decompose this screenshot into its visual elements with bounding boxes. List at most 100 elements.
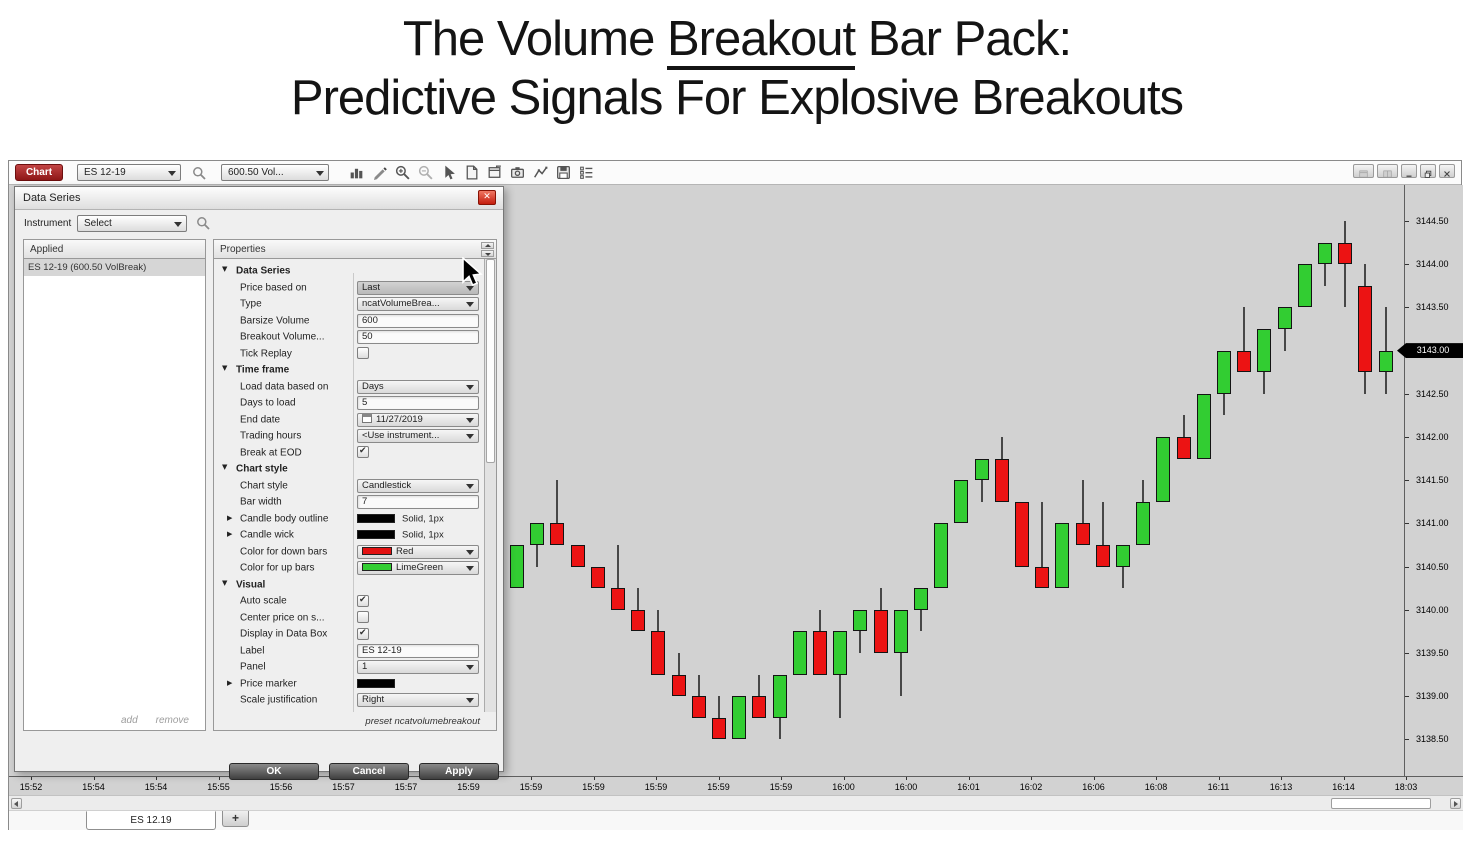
applied-series-item[interactable]: ES 12-19 (600.50 VolBreak): [24, 259, 205, 276]
minimize-icon[interactable]: [1401, 164, 1417, 178]
property-input[interactable]: ES 12-19: [357, 643, 479, 658]
property-dropdown[interactable]: 11/27/2019: [357, 412, 479, 427]
property-dropdown[interactable]: <Use instrument...: [357, 429, 479, 443]
property-dropdown[interactable]: Right: [357, 693, 479, 707]
restore-icon[interactable]: [1420, 164, 1436, 178]
scrollbar-thumb[interactable]: [486, 259, 495, 463]
property-row[interactable]: Breakout Volume... 50: [214, 329, 484, 346]
property-checkbox[interactable]: [357, 611, 369, 623]
snapshot-icon[interactable]: [509, 164, 526, 181]
expand-triangle-icon[interactable]: ▶: [227, 530, 233, 538]
price-axis[interactable]: 3144.50 3144.00 3143.50 3143.00 3142.50 3142.…: [1397, 185, 1463, 776]
scroll-right-arrow-icon[interactable]: [1450, 798, 1461, 809]
search-icon[interactable]: [195, 215, 211, 231]
property-row[interactable]: Trading hours <Use instrument...: [214, 428, 484, 445]
property-row[interactable]: Days to load 5: [214, 395, 484, 412]
close-icon[interactable]: [1439, 164, 1455, 178]
indicator-icon[interactable]: [532, 164, 549, 181]
save-icon[interactable]: [555, 164, 572, 181]
property-row[interactable]: Center price on s...: [214, 610, 484, 627]
time-axis[interactable]: 15:52 15:54 15:54 15:55 15:56 15:57 15:57 15:59…: [9, 776, 1463, 795]
cursor-icon[interactable]: [440, 164, 457, 181]
property-dropdown[interactable]: LimeGreen: [357, 561, 479, 575]
instrument-combo[interactable]: ES 12-19: [77, 164, 181, 181]
collapse-triangle-icon[interactable]: ▼: [222, 364, 228, 372]
layout2-icon[interactable]: [1377, 164, 1398, 178]
dialog-instrument-combo[interactable]: Select: [77, 215, 187, 232]
property-dropdown[interactable]: 1: [357, 660, 479, 674]
property-input[interactable]: 50: [357, 330, 479, 344]
cancel-button[interactable]: Cancel: [329, 763, 409, 780]
property-row[interactable]: Color for down bars Red: [214, 544, 484, 561]
candle-wick: [536, 523, 539, 567]
add-link[interactable]: add: [120, 715, 138, 726]
property-row[interactable]: Display in Data Box: [214, 626, 484, 643]
chart-menu-button[interactable]: Chart: [15, 164, 63, 181]
property-row[interactable]: ▶ Candle wick Solid, 1px: [214, 527, 484, 544]
zoom-out-icon[interactable]: [417, 164, 434, 181]
property-group[interactable]: ▼ Chart style: [214, 461, 484, 478]
property-row[interactable]: Price based on Last: [214, 280, 484, 297]
property-row[interactable]: Load data based on Days: [214, 379, 484, 396]
scroll-left-arrow-icon[interactable]: [11, 798, 22, 809]
property-row[interactable]: Tick Replay: [214, 346, 484, 363]
report-icon[interactable]: [463, 164, 480, 181]
color-swatch[interactable]: [357, 513, 395, 523]
list-icon[interactable]: [578, 164, 595, 181]
property-row[interactable]: Chart style Candlestick: [214, 478, 484, 495]
property-row[interactable]: Type ncatVolumeBrea...: [214, 296, 484, 313]
property-label: Chart style: [240, 480, 288, 492]
color-swatch[interactable]: [357, 530, 395, 539]
property-checkbox[interactable]: [357, 446, 369, 458]
collapse-triangle-icon[interactable]: ▼: [222, 463, 228, 471]
property-row[interactable]: Break at EOD: [214, 445, 484, 462]
property-checkbox[interactable]: [357, 347, 369, 359]
property-row[interactable]: ▶ Price marker: [214, 676, 484, 693]
property-row[interactable]: End date 11/27/2019: [214, 412, 484, 429]
expand-triangle-icon[interactable]: ▶: [227, 678, 233, 687]
property-input[interactable]: 600: [357, 313, 479, 328]
property-row[interactable]: Bar width 7: [214, 494, 484, 511]
scroll-down-icon[interactable]: [481, 250, 494, 257]
property-checkbox[interactable]: [357, 594, 369, 607]
horizontal-scrollbar[interactable]: [9, 795, 1463, 810]
zoom-in-icon[interactable]: [394, 164, 411, 181]
property-dropdown[interactable]: Red: [357, 544, 479, 559]
remove-link[interactable]: remove: [155, 715, 189, 726]
property-row[interactable]: Label ES 12-19: [214, 643, 484, 660]
search-icon[interactable]: [191, 165, 207, 181]
property-row[interactable]: Auto scale: [214, 593, 484, 610]
property-row[interactable]: Color for up bars LimeGreen: [214, 560, 484, 577]
property-group[interactable]: ▼ Time frame: [214, 362, 484, 379]
expand-triangle-icon[interactable]: ▶: [227, 513, 233, 522]
close-icon[interactable]: ✕: [478, 190, 496, 205]
interval-combo[interactable]: 600.50 Vol...: [221, 164, 329, 181]
data-box-icon[interactable]: [486, 164, 503, 181]
add-tab-button[interactable]: +: [222, 811, 249, 827]
property-row[interactable]: Panel 1: [214, 659, 484, 676]
draw-icon[interactable]: [371, 164, 388, 181]
apply-button[interactable]: Apply: [419, 763, 499, 780]
property-group[interactable]: ▼ Data Series: [214, 263, 484, 280]
property-dropdown[interactable]: Candlestick: [357, 478, 479, 493]
collapse-triangle-icon[interactable]: ▼: [222, 578, 228, 587]
scrollbar-thumb[interactable]: [1331, 798, 1431, 809]
property-checkbox[interactable]: [357, 627, 369, 640]
collapse-triangle-icon[interactable]: ▼: [222, 265, 228, 273]
property-input[interactable]: 5: [357, 396, 479, 410]
ok-button[interactable]: OK: [229, 763, 319, 780]
property-dropdown[interactable]: Last: [357, 280, 479, 295]
property-dropdown[interactable]: ncatVolumeBrea...: [357, 297, 479, 311]
property-input[interactable]: 7: [357, 495, 479, 509]
layout-icon[interactable]: [1353, 164, 1374, 178]
tab-es-12-19[interactable]: ES 12.19: [86, 811, 216, 830]
property-dropdown[interactable]: Days: [357, 379, 479, 394]
property-group[interactable]: ▼ Visual: [214, 577, 484, 594]
property-row[interactable]: ▶ Candle body outline Solid, 1px: [214, 511, 484, 528]
property-row[interactable]: Barsize Volume 600: [214, 313, 484, 330]
color-swatch[interactable]: [357, 678, 395, 688]
property-row[interactable]: Scale justification Right: [214, 692, 484, 709]
scroll-up-icon[interactable]: [481, 242, 494, 249]
properties-scrollbar[interactable]: [484, 259, 496, 712]
bar-chart-icon[interactable]: [348, 164, 365, 181]
